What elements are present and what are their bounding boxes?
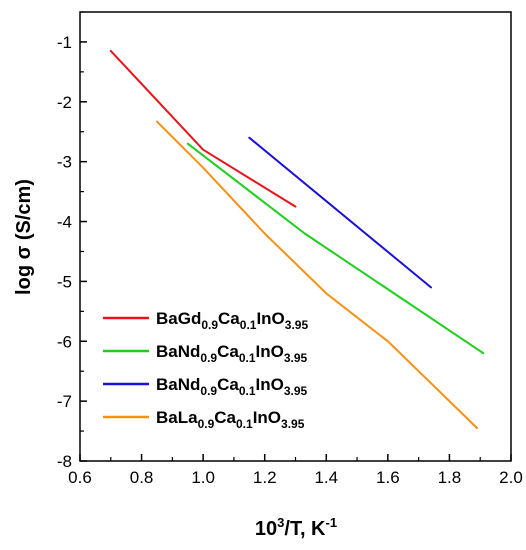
x-tick-label: 1.6 — [376, 468, 400, 487]
series-line-0 — [109, 49, 297, 208]
x-tick-label: 0.6 — [68, 468, 92, 487]
y-tick-label: -1 — [57, 33, 72, 52]
series-line-2 — [248, 136, 432, 289]
series-line-1 — [186, 142, 485, 355]
x-tick-label: 1.8 — [438, 468, 462, 487]
axis-ticks: 0.6 0.8 1.0 1.2 1.4 1.6 1.8 2.0 -1 -2 -3 -4 -5 -6 -7 -8 — [57, 11, 523, 487]
y-tick-label: -3 — [57, 153, 72, 172]
x-axis-label: 103/T, K-1 — [255, 515, 337, 540]
y-tick-label: -6 — [57, 332, 72, 351]
legend-label-1: BaNd0.9Ca0.1InO3.95 — [156, 342, 308, 365]
y-tick-label: -4 — [57, 213, 72, 232]
legend: BaGd0.9Ca0.1InO3.95 BaNd0.9Ca0.1InO3.95 Ba… — [103, 309, 308, 431]
x-tick-label: 0.8 — [130, 468, 154, 487]
y-axis-label: log σ (S/cm) — [13, 179, 35, 295]
y-tick-label: -2 — [57, 93, 72, 112]
series-line-3 — [156, 120, 479, 430]
y-tick-label: -8 — [57, 452, 72, 471]
x-tick-label: 1.0 — [191, 468, 215, 487]
series-lines — [109, 49, 485, 430]
legend-label-2: BaNd0.9Ca0.1InO3.95 — [156, 375, 308, 398]
legend-label-3: BaLa0.9Ca0.1InO3.95 — [156, 408, 305, 431]
x-tick-label: 1.2 — [253, 468, 277, 487]
y-tick-label: -5 — [57, 272, 72, 291]
x-tick-label: 1.4 — [314, 468, 338, 487]
legend-label-0: BaGd0.9Ca0.1InO3.95 — [156, 309, 308, 332]
y-tick-label: -7 — [57, 392, 72, 411]
x-tick-label: 2.0 — [499, 468, 523, 487]
